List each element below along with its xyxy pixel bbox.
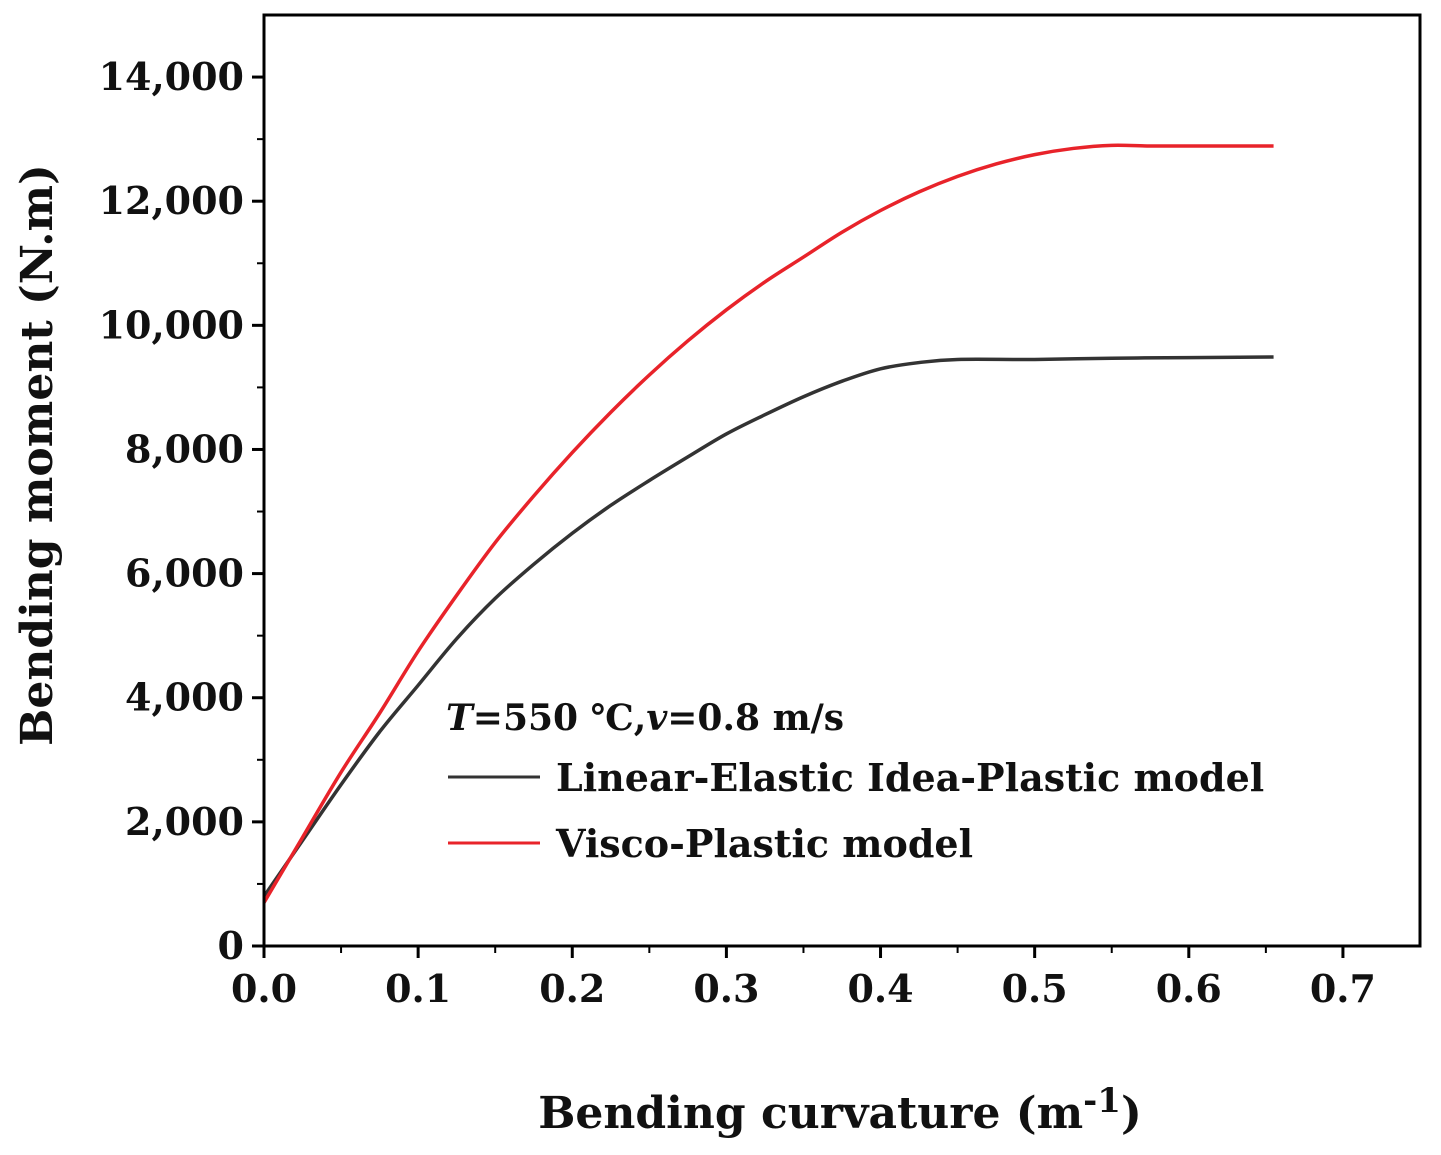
tick-labels: 0.0 0.1 0.2 0.3 0.4 0.5 0.6 0.7 0 2,000 4,000 6,000…: [99, 54, 1376, 1011]
x-tick-label: 0.7: [1310, 966, 1376, 1011]
x-axis-title-end: ): [1121, 1088, 1142, 1139]
x-tick-label: 0.2: [539, 966, 605, 1011]
legend: T=550 ℃,v=0.8 m/s Linear-Elastic Idea-Pl…: [446, 697, 1264, 866]
x-axis-title-superscript: -1: [1083, 1081, 1121, 1121]
x-tick-label: 0.6: [1156, 966, 1222, 1011]
temperature-symbol: T: [446, 697, 475, 739]
y-tick-label: 2,000: [125, 799, 244, 844]
y-axis-title: Bending moment (N.m): [12, 164, 63, 746]
y-tick-label: 14,000: [99, 54, 244, 99]
y-tick-label: 4,000: [125, 675, 244, 720]
legend-label-linear-elastic: Linear-Elastic Idea-Plastic model: [556, 755, 1264, 800]
velocity-value: =0.8 m/s: [667, 697, 844, 739]
series-line-linear-elastic: [262, 355, 1274, 898]
condition-annotation: T=550 ℃,v=0.8 m/s: [446, 697, 844, 739]
series-line-visco-plastic: [262, 143, 1274, 904]
y-tick-label: 10,000: [99, 302, 244, 347]
y-tick-label: 6,000: [125, 551, 244, 596]
temperature-value: =550 ℃,: [473, 697, 647, 739]
x-tick-label: 0.1: [385, 966, 451, 1011]
series-layer: [262, 143, 1274, 904]
velocity-symbol: v: [646, 697, 668, 739]
x-axis-title-main: Bending curvature (m: [538, 1088, 1083, 1139]
legend-label-visco-plastic: Visco-Plastic model: [555, 821, 973, 866]
x-tick-label: 0.5: [1002, 966, 1068, 1011]
x-axis-title: Bending curvature (m-1): [538, 1081, 1142, 1139]
y-tick-label: 12,000: [99, 178, 244, 223]
axis-ticks: [252, 75, 1345, 958]
plot-area-frame: [262, 13, 1422, 948]
x-tick-label: 0.3: [693, 966, 759, 1011]
x-tick-label: 0.4: [847, 966, 913, 1011]
y-tick-label: 8,000: [125, 426, 244, 471]
y-tick-label: 0: [218, 923, 244, 968]
x-tick-label: 0.0: [231, 966, 297, 1011]
